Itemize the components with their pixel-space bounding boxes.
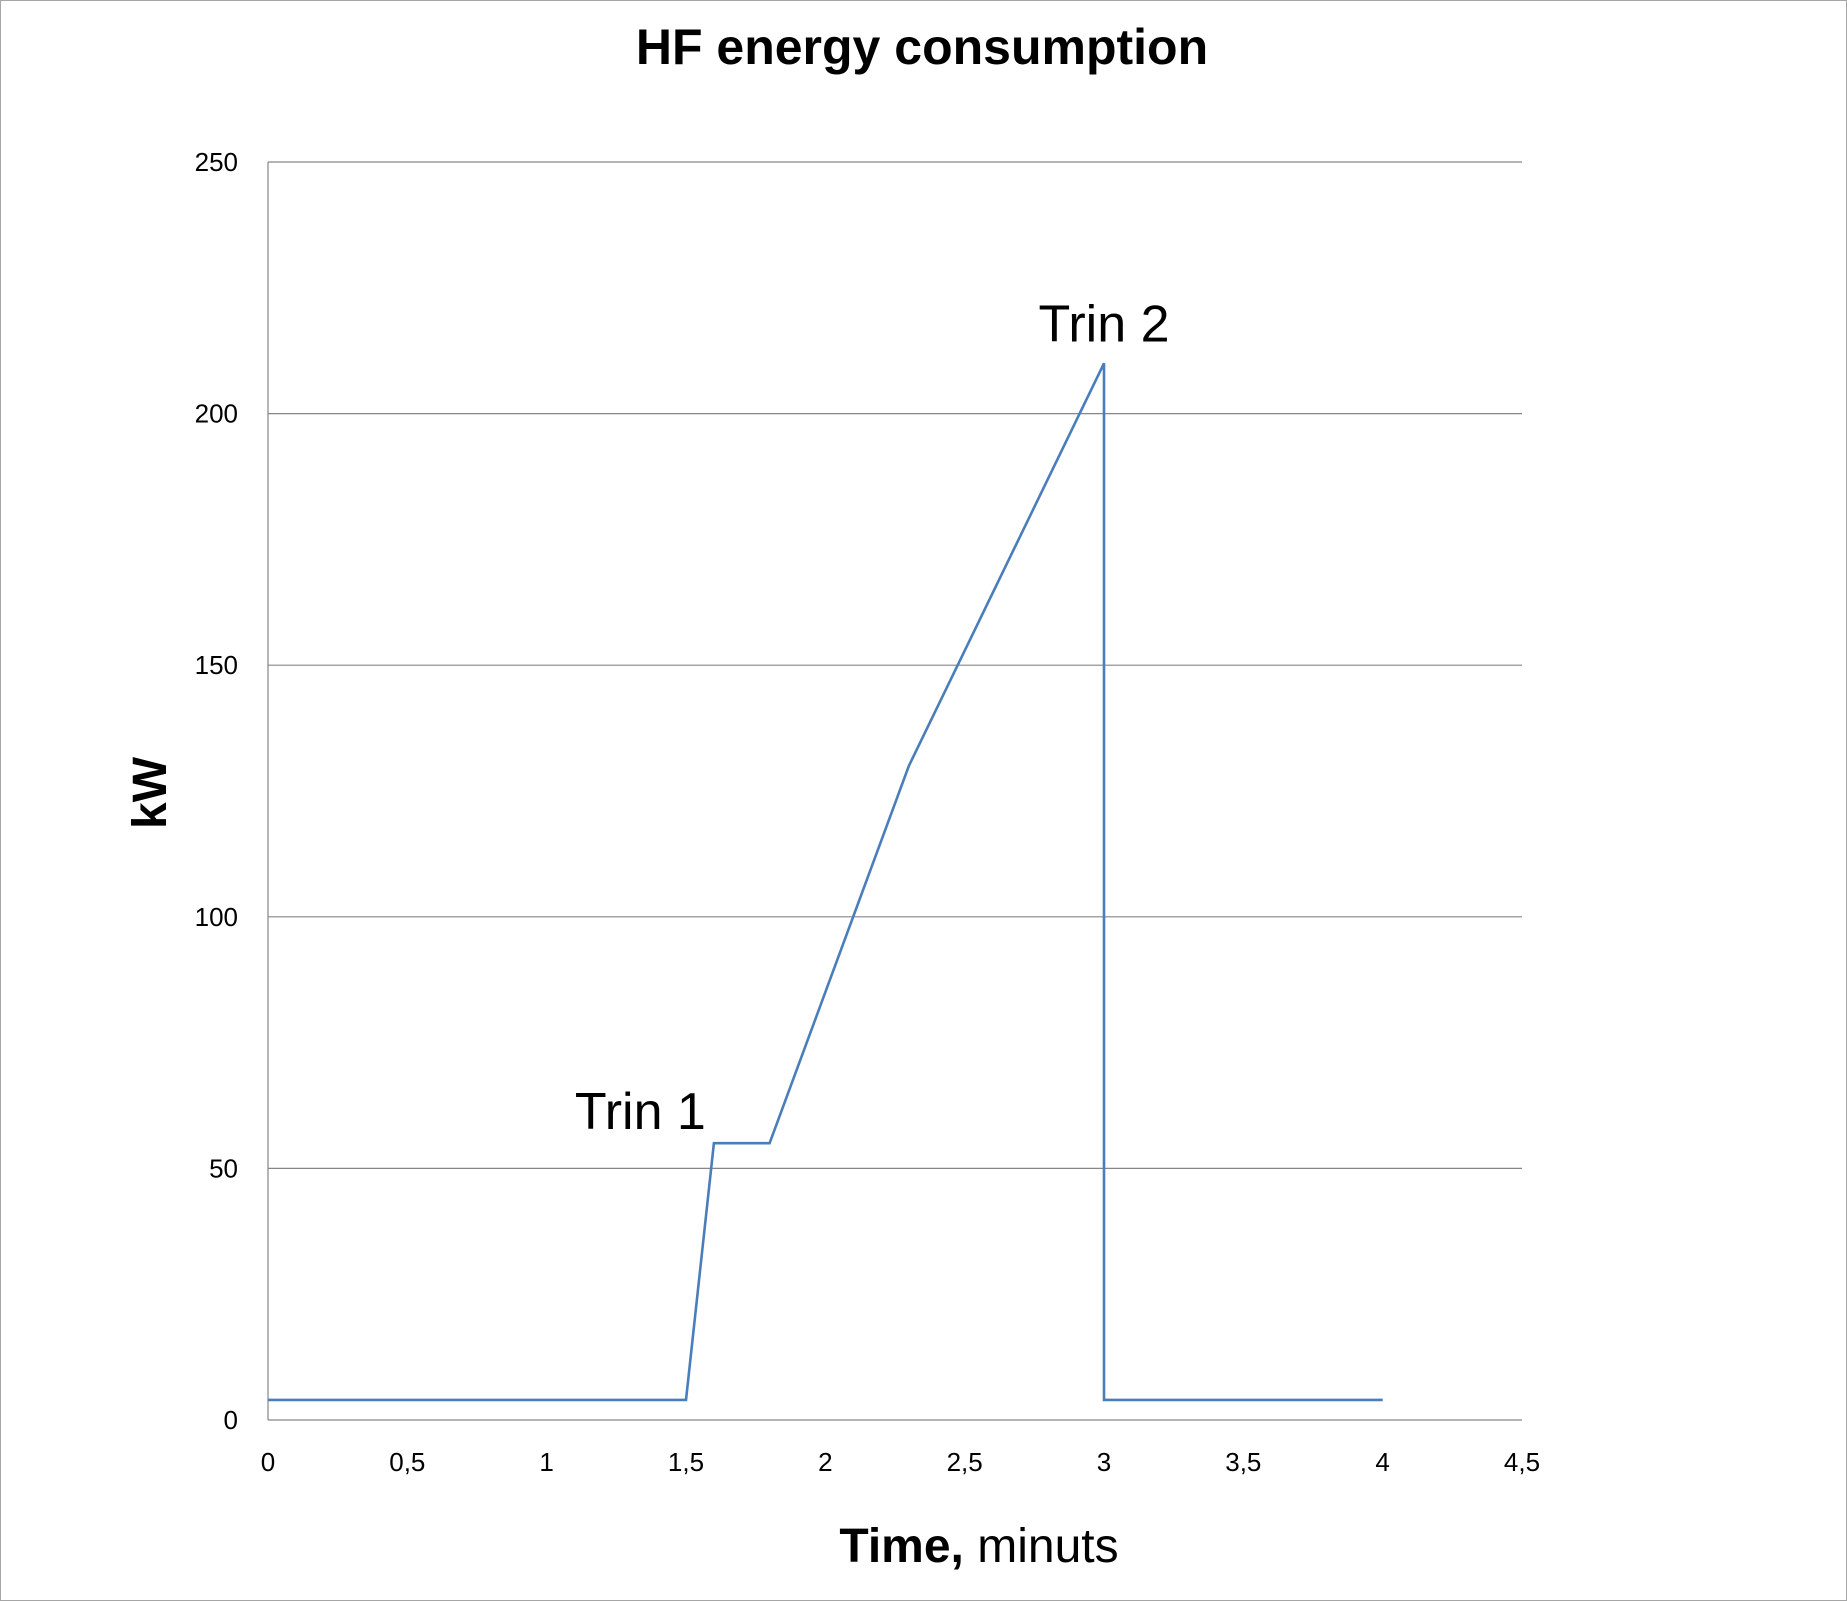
x-tick-label-0: 0 — [261, 1447, 275, 1477]
x-axis-ticks: 0 0,5 1 1,5 2 2,5 3 3,5 4 4,5 — [261, 1447, 1540, 1477]
x-tick-label-1: 1 — [539, 1447, 553, 1477]
y-tick-label-100: 100 — [195, 902, 238, 932]
x-axis-title-bold: Time, — [839, 1520, 964, 1573]
y-axis-ticks: 0 50 100 150 200 250 — [195, 147, 238, 1435]
x-tick-label-3,5: 3,5 — [1225, 1447, 1261, 1477]
annotations: Trin 1 Trin 2 — [575, 295, 1170, 1141]
x-tick-label-2,5: 2,5 — [947, 1447, 983, 1477]
x-axis-title-unit: minuts — [964, 1520, 1119, 1573]
y-tick-label-50: 50 — [209, 1153, 238, 1183]
annotation-label-1: Trin 1 — [575, 1083, 706, 1141]
y-tick-label-250: 250 — [195, 147, 238, 177]
y-tick-label-200: 200 — [195, 399, 238, 429]
series-line-1 — [268, 362, 1383, 1402]
x-tick-label-4,5: 4,5 — [1504, 1447, 1540, 1477]
y-tick-label-0: 0 — [224, 1405, 238, 1435]
annotation-label-2: Trin 2 — [1039, 295, 1170, 353]
x-tick-label-2: 2 — [818, 1447, 832, 1477]
x-tick-label-1,5: 1,5 — [668, 1447, 704, 1477]
axes — [267, 162, 1522, 1421]
chart-title: HF energy consumption — [636, 19, 1208, 75]
series-layer — [268, 362, 1383, 1402]
y-tick-label-150: 150 — [195, 650, 238, 680]
x-tick-label-4: 4 — [1375, 1447, 1389, 1477]
x-axis-title: Time, minuts — [839, 1520, 1118, 1573]
gridlines — [268, 161, 1522, 1170]
y-axis-title: kW — [124, 756, 177, 829]
x-tick-label-0,5: 0,5 — [389, 1447, 425, 1477]
x-tick-label-3: 3 — [1097, 1447, 1111, 1477]
